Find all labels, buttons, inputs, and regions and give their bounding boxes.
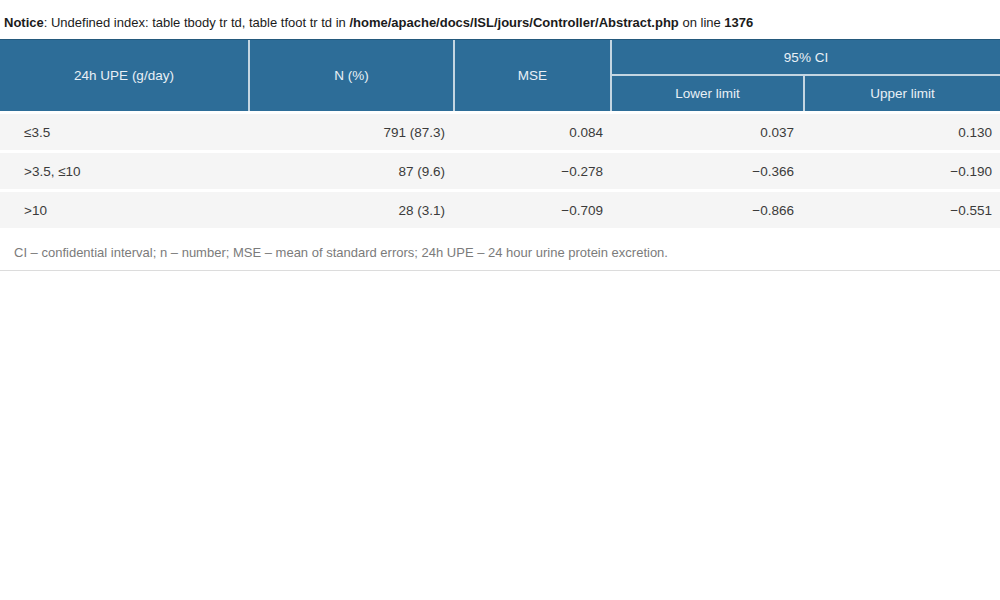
table-row: >3.5, ≤10 87 (9.6) −0.278 −0.366 −0.190 (0, 153, 1000, 189)
notice-line-number: 1376 (724, 15, 753, 30)
divider (0, 270, 1000, 271)
cell-upper-limit: −0.190 (805, 153, 1000, 189)
table-header: 24h UPE (g/day) N (%) MSE 95% CI Lower l… (0, 39, 1000, 111)
results-table: 24h UPE (g/day) N (%) MSE 95% CI Lower l… (0, 39, 1000, 228)
ci-subheader-row: Lower limit Upper limit (612, 76, 1000, 111)
table-row: >10 28 (3.1) −0.709 −0.866 −0.551 (0, 192, 1000, 228)
cell-mse: −0.709 (455, 192, 612, 228)
cell-upe: >3.5, ≤10 (0, 153, 250, 189)
cell-n: 791 (87.3) (250, 114, 455, 150)
cell-n: 87 (9.6) (250, 153, 455, 189)
notice-file-path: /home/apache/docs/ISL/jours/Controller/A… (349, 15, 678, 30)
cell-lower-limit: −0.866 (612, 192, 805, 228)
column-header-mse: MSE (455, 40, 612, 111)
cell-upper-limit: 0.130 (805, 114, 1000, 150)
table-row: ≤3.5 791 (87.3) 0.084 0.037 0.130 (0, 114, 1000, 150)
cell-upe: >10 (0, 192, 250, 228)
column-header-95ci: 95% CI (612, 40, 1000, 76)
notice-label: Notice (4, 15, 44, 30)
notice-message: : Undefined index: table tbody tr td, ta… (44, 15, 350, 30)
php-notice: Notice: Undefined index: table tbody tr … (0, 0, 1000, 30)
notice-on-line: on line (679, 15, 725, 30)
cell-n: 28 (3.1) (250, 192, 455, 228)
cell-upper-limit: −0.551 (805, 192, 1000, 228)
column-header-upe: 24h UPE (g/day) (0, 40, 250, 111)
column-header-lower-limit: Lower limit (612, 76, 805, 111)
table-footnote: CI – confidential interval; n – number; … (0, 245, 1000, 260)
cell-lower-limit: 0.037 (612, 114, 805, 150)
page: Notice: Undefined index: table tbody tr … (0, 0, 1000, 600)
cell-mse: −0.278 (455, 153, 612, 189)
column-group-95ci: 95% CI Lower limit Upper limit (612, 40, 1000, 111)
column-header-n: N (%) (250, 40, 455, 111)
cell-mse: 0.084 (455, 114, 612, 150)
cell-lower-limit: −0.366 (612, 153, 805, 189)
cell-upe: ≤3.5 (0, 114, 250, 150)
column-header-upper-limit: Upper limit (805, 76, 1000, 111)
